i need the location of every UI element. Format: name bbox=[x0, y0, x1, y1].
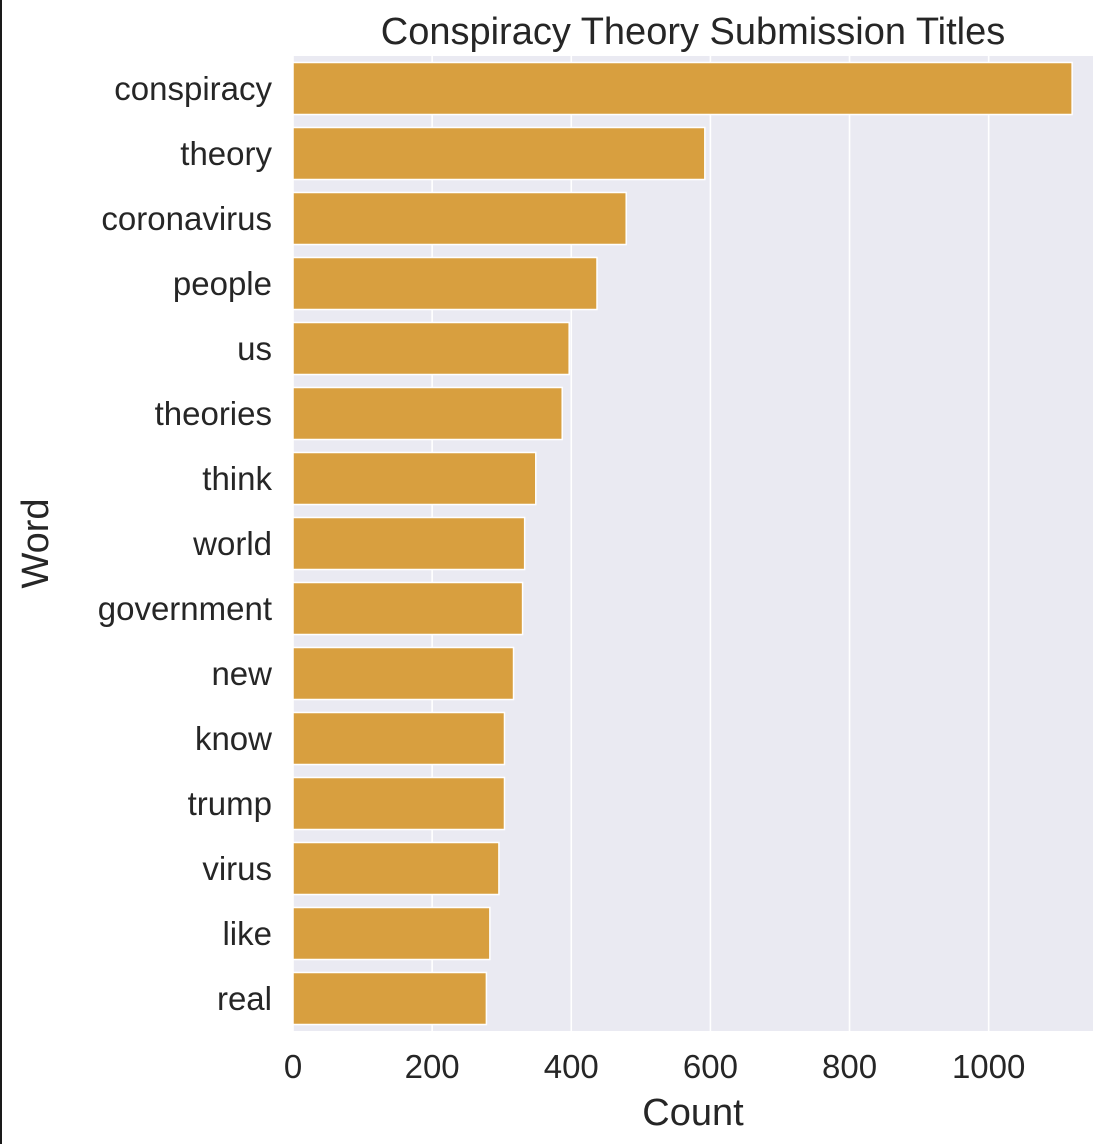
x-tick-label: 200 bbox=[405, 1048, 460, 1085]
category-label-like: like bbox=[222, 915, 272, 952]
category-label-coronavirus: coronavirus bbox=[101, 200, 272, 237]
category-label-world: world bbox=[192, 525, 272, 562]
category-label-new: new bbox=[211, 655, 272, 692]
bar-coronavirus bbox=[292, 191, 627, 246]
bar-world bbox=[292, 516, 526, 571]
bar-real bbox=[292, 971, 488, 1026]
bar-us bbox=[292, 321, 570, 376]
chart-title: Conspiracy Theory Submission Titles bbox=[381, 11, 1005, 53]
bar-like bbox=[292, 906, 491, 961]
category-label-real: real bbox=[217, 980, 272, 1017]
x-axis-label: Count bbox=[642, 1092, 744, 1134]
left-border bbox=[0, 0, 2, 1144]
category-label-government: government bbox=[98, 590, 272, 627]
category-label-theory: theory bbox=[180, 135, 272, 172]
category-label-know: know bbox=[195, 720, 272, 757]
bar-new bbox=[292, 646, 515, 701]
x-tick-label: 400 bbox=[544, 1048, 599, 1085]
category-label-trump: trump bbox=[188, 785, 272, 822]
bars-group bbox=[292, 61, 1073, 1026]
x-tick-label: 600 bbox=[683, 1048, 738, 1085]
category-label-conspiracy: conspiracy bbox=[114, 70, 272, 107]
bar-theory bbox=[292, 126, 706, 181]
bar-theories bbox=[292, 386, 563, 441]
bar-government bbox=[292, 581, 524, 636]
category-label-people: people bbox=[173, 265, 272, 302]
y-axis-label: Word bbox=[15, 498, 57, 588]
category-labels: conspiracy theory coronavirus people us theor… bbox=[98, 70, 273, 1017]
bar-virus bbox=[292, 841, 500, 896]
category-label-virus: virus bbox=[202, 850, 272, 887]
x-tick-label: 800 bbox=[822, 1048, 877, 1085]
bar-people bbox=[292, 256, 598, 311]
x-tick-label: 0 bbox=[284, 1048, 302, 1085]
category-label-us: us bbox=[237, 330, 272, 367]
category-label-think: think bbox=[202, 460, 272, 497]
bar-conspiracy bbox=[292, 61, 1073, 116]
x-tick-labels: 0 200 400 600 800 1000 bbox=[284, 1048, 1026, 1085]
x-tick-label: 1000 bbox=[952, 1048, 1025, 1085]
category-label-theories: theories bbox=[155, 395, 272, 432]
bar-know bbox=[292, 711, 506, 766]
bar-think bbox=[292, 451, 537, 506]
bar-trump bbox=[292, 776, 506, 831]
